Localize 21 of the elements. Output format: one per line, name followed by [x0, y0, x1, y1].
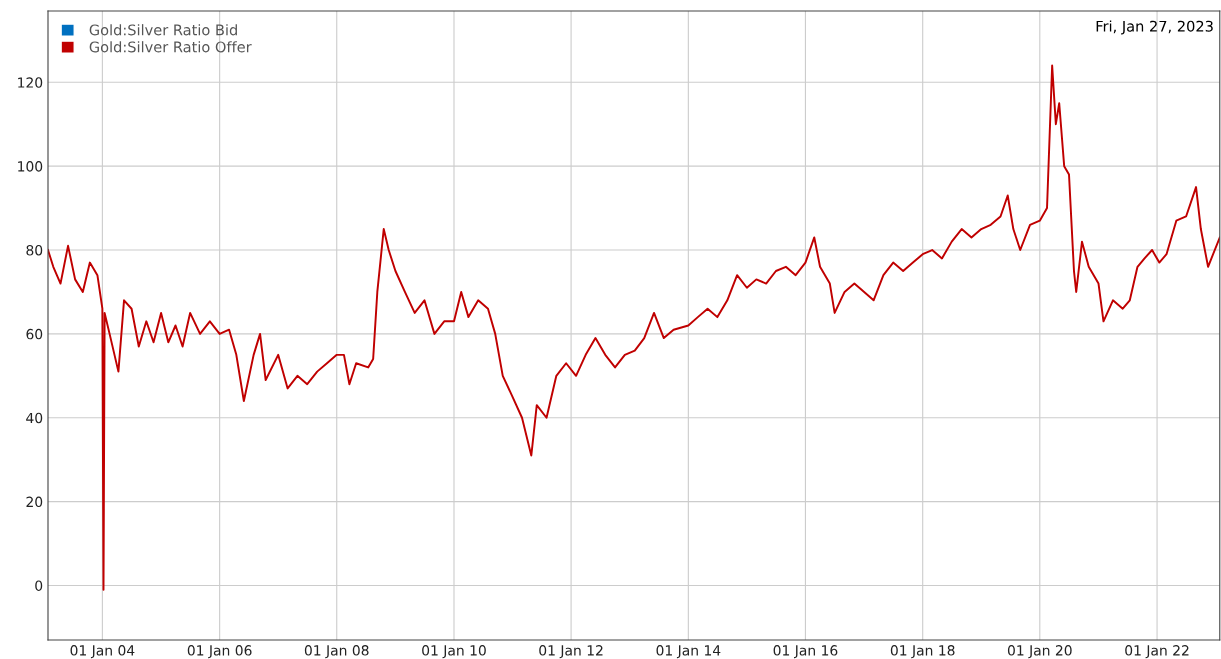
- y-tick-label: 60: [26, 328, 43, 340]
- x-tick-label: 01 Jan 12: [539, 645, 603, 659]
- legend-label: Gold:Silver Ratio Offer: [89, 41, 252, 53]
- x-tick-label: 01 Jan 04: [70, 645, 135, 659]
- x-tick-label: 01 Jan 22: [1125, 645, 1189, 659]
- y-tick-label: 20: [26, 496, 43, 508]
- line-series: [48, 64, 1220, 591]
- y-tick-label: 40: [26, 412, 43, 424]
- x-tick-label: 01 Jan 16: [773, 645, 838, 659]
- y-tick-label: 120: [18, 77, 43, 88]
- x-tick-label: 01 Jan 06: [187, 645, 252, 659]
- x-tick-label: 01 Jan 18: [890, 645, 955, 659]
- x-tick-label: 01 Jan 20: [1007, 645, 1072, 659]
- legend-label: Gold:Silver Ratio Bid: [89, 24, 237, 36]
- x-tick-label: 01 Jan 14: [656, 645, 721, 659]
- annotation: Fri, Jan 27, 2023: [1096, 20, 1213, 35]
- y-tick-label: 80: [26, 244, 43, 256]
- y-tick-label: 0: [35, 580, 43, 591]
- x-tick-label: 01 Jan 10: [422, 645, 486, 659]
- x-tick-label: 01 Jan 08: [304, 645, 369, 659]
- y-tick-label: 100: [18, 161, 43, 172]
